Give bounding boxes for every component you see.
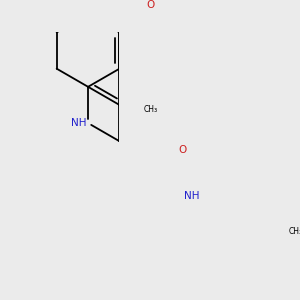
Text: NH: NH	[71, 118, 86, 128]
Text: O: O	[147, 0, 155, 10]
Text: O: O	[178, 145, 186, 155]
Text: CH₃: CH₃	[288, 227, 300, 236]
Text: NH: NH	[184, 190, 200, 201]
Text: CH₃: CH₃	[144, 105, 158, 114]
